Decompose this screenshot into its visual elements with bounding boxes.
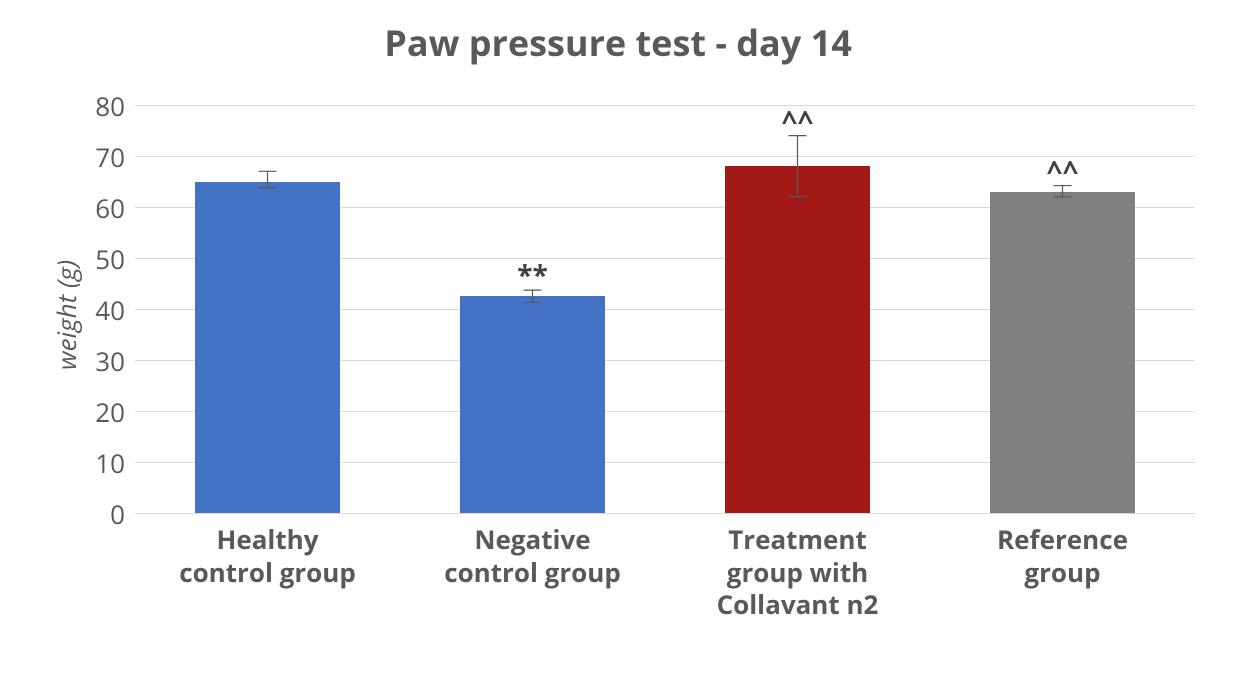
y-tick-label: 80 <box>65 88 125 124</box>
gridline <box>135 105 1195 106</box>
significance-annotation: ^^ <box>725 102 871 140</box>
y-tick-label: 10 <box>65 445 125 481</box>
bar <box>990 192 1136 513</box>
x-tick-label: Negative control group <box>400 523 665 621</box>
gridline <box>135 513 1195 514</box>
significance-annotation: ** <box>460 256 606 294</box>
x-tick-label: Healthy control group <box>135 523 400 621</box>
y-tick-label: 60 <box>65 190 125 226</box>
bar <box>725 166 871 513</box>
chart-title: Paw pressure test - day 14 <box>0 18 1236 67</box>
chart-container: Paw pressure test - day 14 weight (g) 01… <box>0 0 1236 691</box>
y-tick-label: 20 <box>65 394 125 430</box>
x-tick-label: Reference group <box>930 523 1195 621</box>
y-tick-label: 0 <box>65 496 125 532</box>
bar <box>460 296 606 513</box>
plot-area: 01020304050607080**^^^^ <box>135 105 1195 513</box>
x-tick-label: Treatment group with Collavant n2 <box>665 523 930 621</box>
y-tick-label: 70 <box>65 139 125 175</box>
y-tick-label: 40 <box>65 292 125 328</box>
significance-annotation: ^^ <box>990 152 1136 190</box>
bar <box>195 182 341 514</box>
y-tick-label: 30 <box>65 343 125 379</box>
x-axis-labels: Healthy control groupNegative control gr… <box>135 523 1195 621</box>
y-tick-label: 50 <box>65 241 125 277</box>
